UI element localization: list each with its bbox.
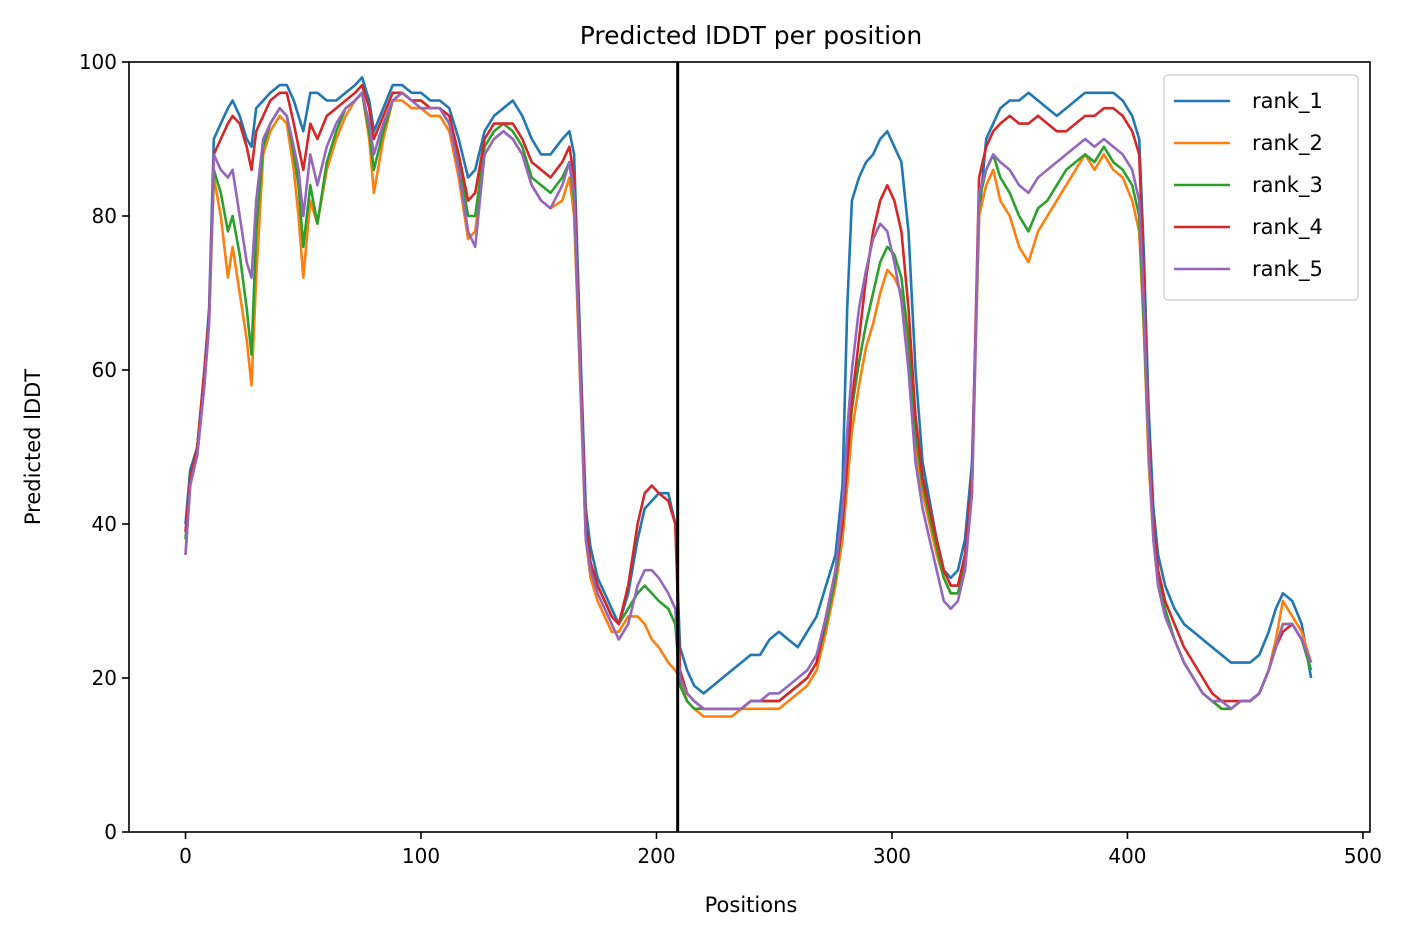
y-tick-label: 20 xyxy=(92,666,117,690)
y-tick-label: 60 xyxy=(92,358,117,382)
legend-label-rank_1: rank_1 xyxy=(1252,89,1323,114)
x-tick-label: 300 xyxy=(873,844,911,868)
x-tick-label: 200 xyxy=(637,844,675,868)
x-tick-label: 0 xyxy=(179,844,192,868)
x-axis-ticks: 0 100 200 300 400 500 xyxy=(179,832,1382,868)
plot-area xyxy=(184,62,1313,832)
x-tick-label: 400 xyxy=(1108,844,1146,868)
axes-frame xyxy=(128,61,1371,833)
y-axis-ticks: 0 20 40 60 80 100 xyxy=(79,50,129,844)
legend: rank_1 rank_2 rank_3 rank_4 rank_5 xyxy=(1163,74,1359,301)
x-tick-label: 100 xyxy=(402,844,440,868)
x-axis-label: Positions xyxy=(705,893,798,917)
legend-label-rank_4: rank_4 xyxy=(1252,215,1323,240)
series-lines xyxy=(184,76,1313,718)
y-tick-label: 0 xyxy=(104,820,117,844)
legend-label-rank_2: rank_2 xyxy=(1252,131,1323,156)
y-axis-label: Predicted lDDT xyxy=(21,369,45,525)
series-line-rank_5 xyxy=(184,91,1313,711)
y-tick-label: 80 xyxy=(92,204,117,228)
y-tick-label: 100 xyxy=(79,50,117,74)
chart-title: Predicted lDDT per position xyxy=(580,21,922,50)
y-tick-label: 40 xyxy=(92,512,117,536)
series-line-rank_2 xyxy=(184,91,1313,718)
legend-label-rank_3: rank_3 xyxy=(1252,173,1323,198)
x-tick-label: 500 xyxy=(1344,844,1382,868)
series-line-rank_1 xyxy=(184,76,1313,695)
legend-label-rank_5: rank_5 xyxy=(1252,257,1323,282)
legend-box xyxy=(1163,74,1359,301)
